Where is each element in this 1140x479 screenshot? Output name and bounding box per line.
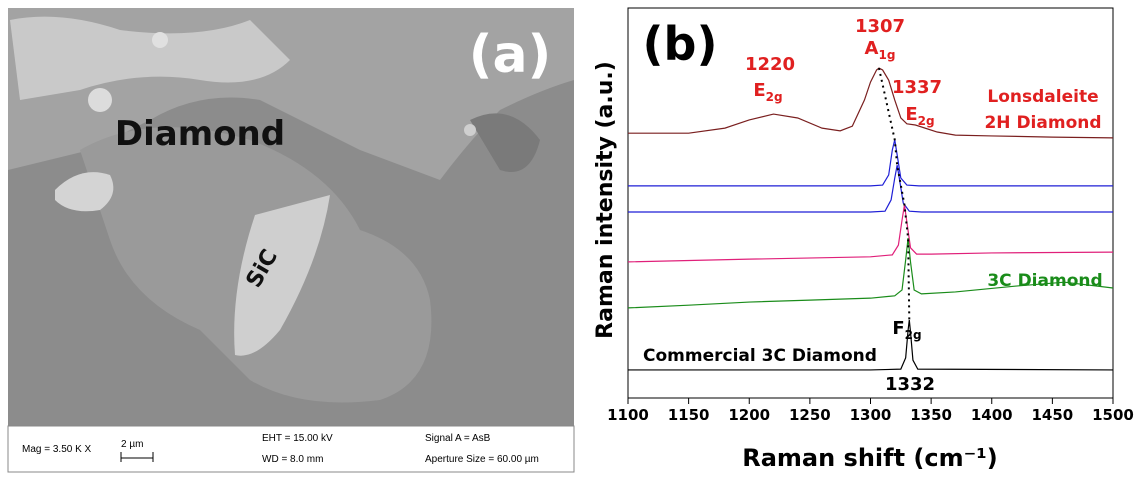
panel-label: (b) [643,17,718,71]
peak-mode: F [892,318,904,339]
peak-mode-sub: 2g [918,114,935,128]
info-text: 2 µm [121,439,143,450]
peak-shift: 1220 [745,54,795,75]
annotation: Diamond [115,114,285,154]
x-tick-label: 1300 [850,406,892,424]
x-tick-label: 1500 [1092,406,1134,424]
series-label: 3C Diamond [987,271,1102,291]
peak-shift: 1332 [885,374,935,395]
info-text: Signal A = AsB [425,433,491,444]
peak-mode-sub: 2g [766,90,783,104]
spectrum [627,204,1114,263]
series-label: Lonsdaleite [987,87,1098,107]
spectrum [628,319,1114,371]
x-tick-label: 1150 [668,406,710,424]
plot [627,67,1114,404]
x-tick-label: 1250 [789,406,831,424]
spectrum [628,165,1113,213]
peak-trend [878,67,911,321]
info-text: EHT = 15.00 kV [262,433,333,444]
spectrum [628,67,1114,139]
peak-mode-sub: 1g [878,48,895,62]
peak-mode: F2g [892,318,921,342]
x-axis-label: Raman shift (cm⁻¹) [742,444,998,472]
spectrum [628,139,1113,187]
series-label: 2H Diamond [984,113,1101,133]
info-text: Mag = 3.50 K X [22,444,92,455]
peak-shift: 1337 [892,77,942,98]
x-tick-label: 1350 [910,406,952,424]
peak-mode: E2g [905,104,934,128]
x-tick-label: 1400 [971,406,1013,424]
info-text: WD = 8.0 mm [262,454,323,465]
x-tick-label: 1450 [1032,406,1074,424]
peak-mode: E [905,104,917,125]
peak-mode-sub: 2g [905,328,922,342]
y-axis-label: Raman intensity (a.u.) [593,61,618,339]
info-text: Aperture Size = 60.00 µm [425,454,539,465]
x-tick-label: 1200 [728,406,770,424]
peak-shift: 1307 [855,16,905,37]
sem-image [7,8,575,473]
x-tick-label: 1100 [607,406,649,424]
peak-mode: A [865,38,879,59]
panel-label: (a) [469,25,552,85]
peak-mode: E2g [753,80,782,104]
series-label: Commercial 3C Diamond [643,346,877,366]
peak-mode: E [753,80,765,101]
peak-mode: A1g [865,38,896,62]
spectrum [627,238,1114,309]
